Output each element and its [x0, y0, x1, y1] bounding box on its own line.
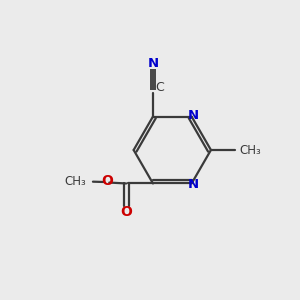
- Text: N: N: [188, 109, 199, 122]
- Text: N: N: [147, 57, 158, 70]
- Text: CH₃: CH₃: [240, 143, 262, 157]
- Text: CH₃: CH₃: [64, 175, 86, 188]
- Text: C: C: [155, 81, 164, 94]
- Text: N: N: [188, 178, 199, 191]
- Text: O: O: [120, 205, 132, 219]
- Text: O: O: [101, 174, 113, 188]
